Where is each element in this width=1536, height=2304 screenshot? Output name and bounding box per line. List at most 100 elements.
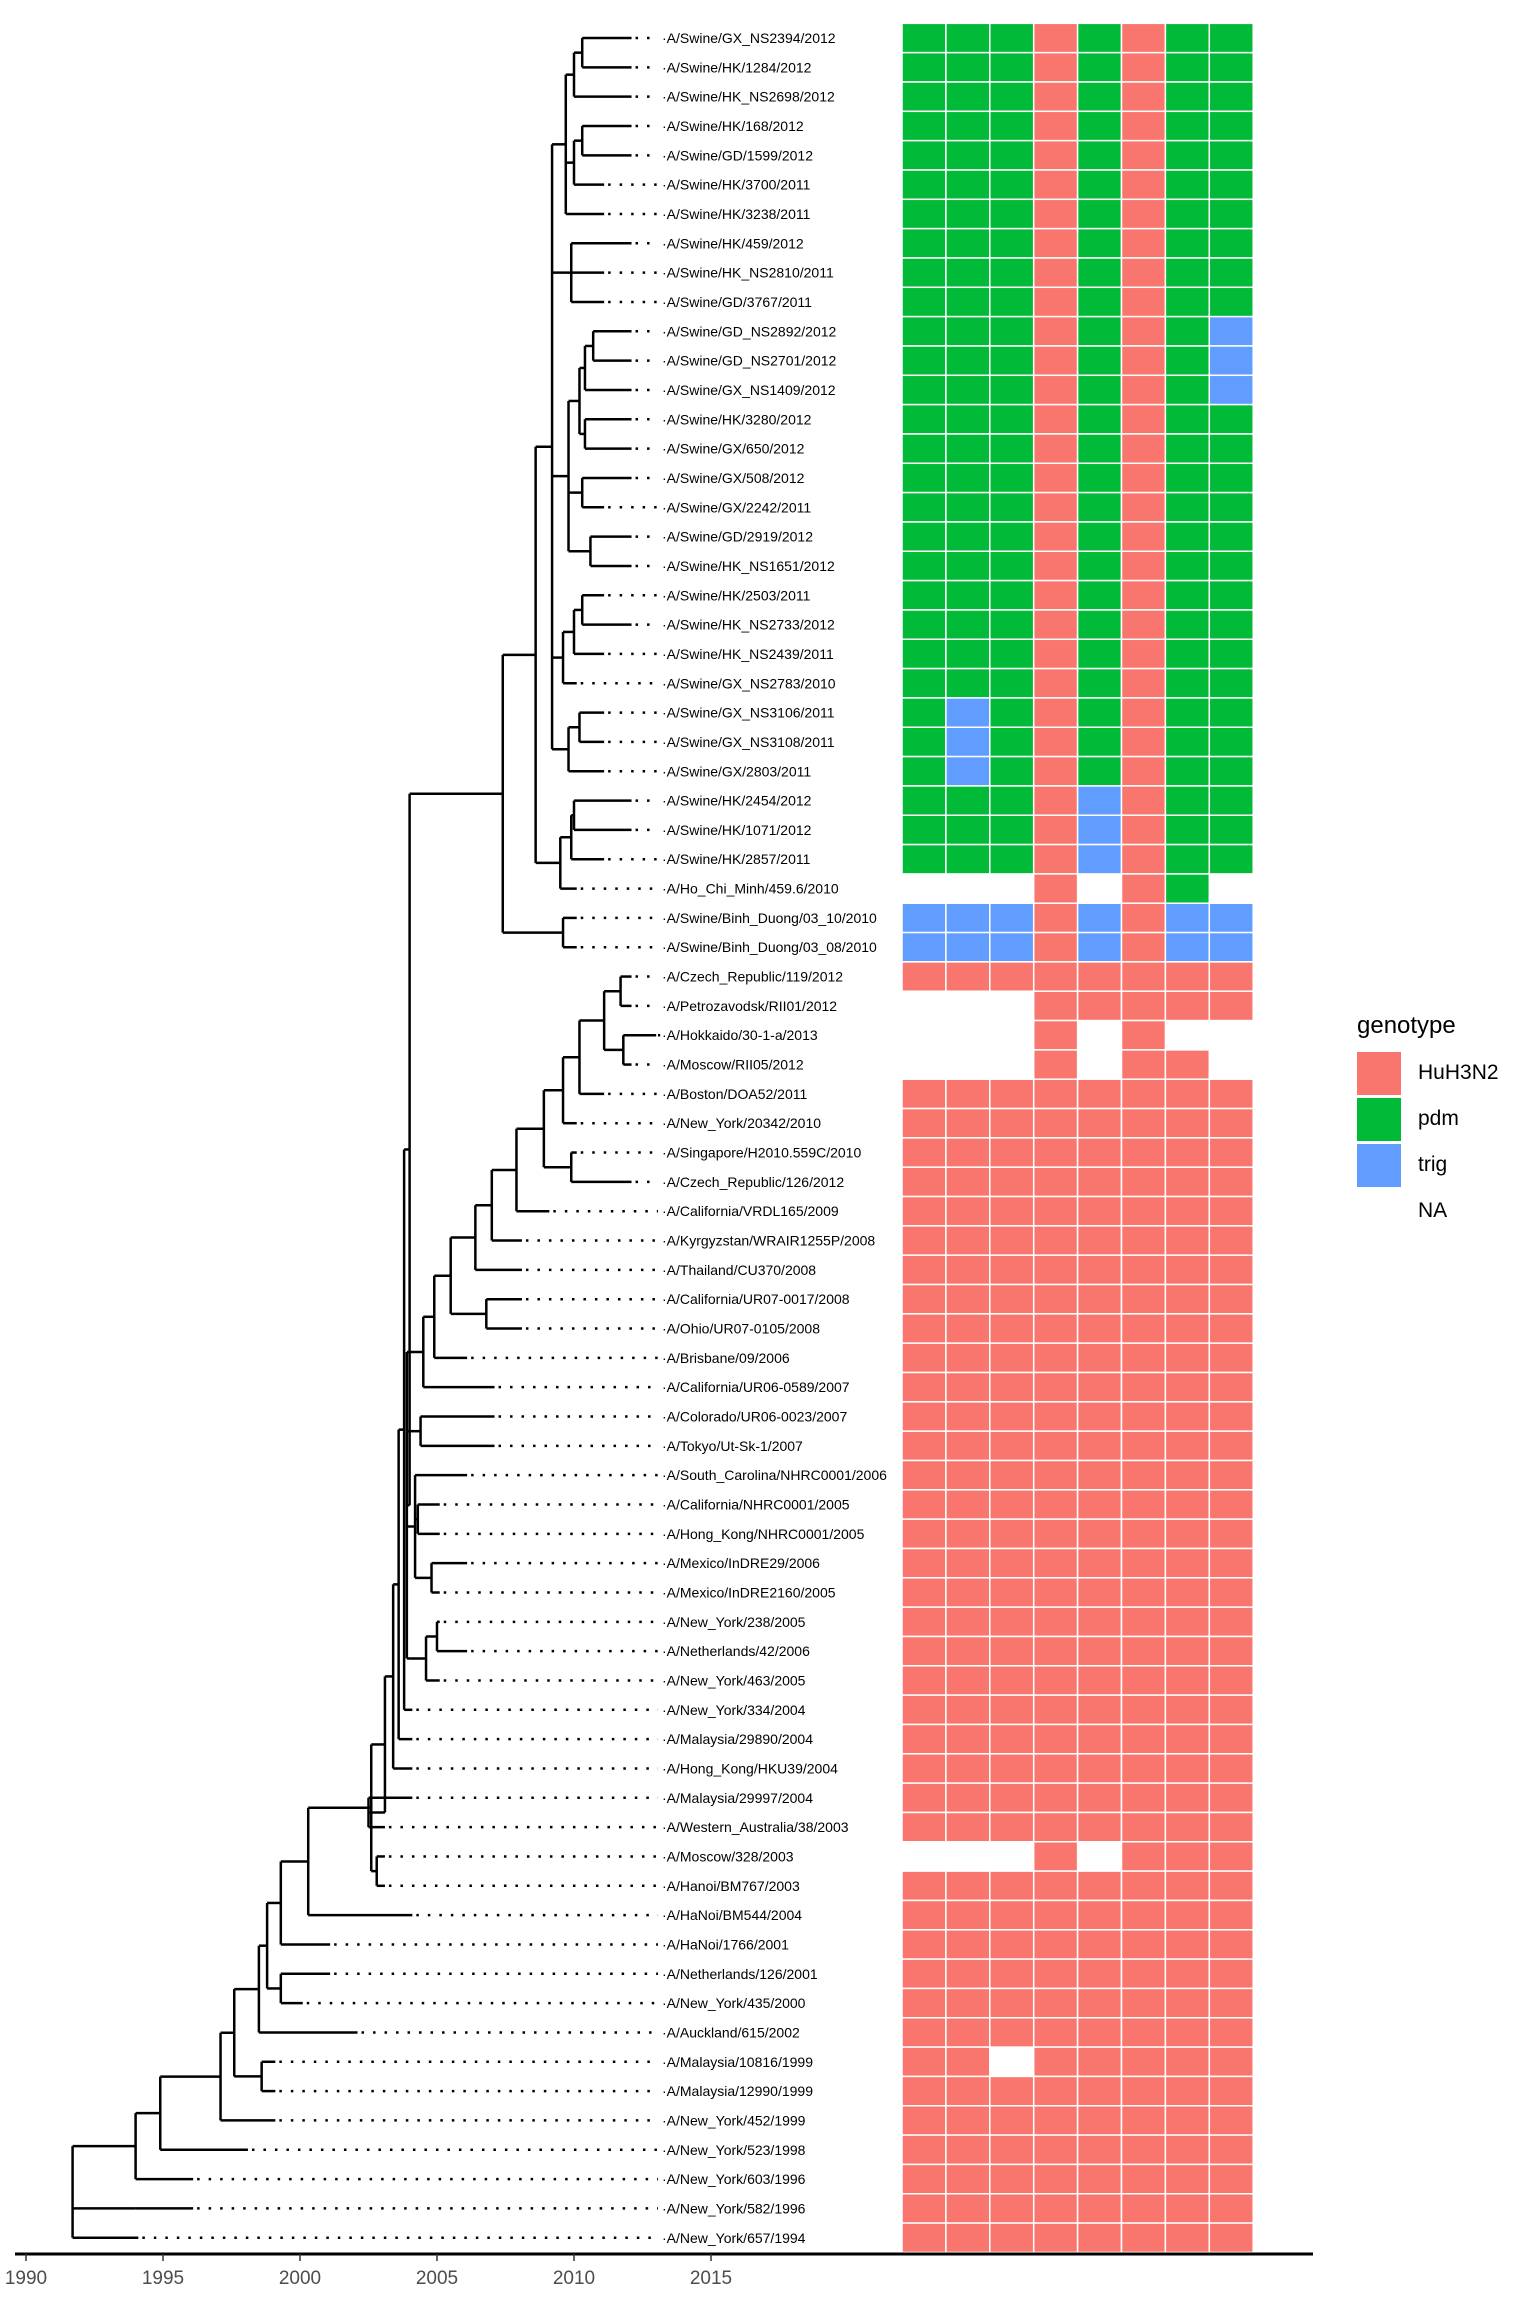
heatmap-cell (1208, 1811, 1254, 1843)
tip-label: ·A/Hong_Kong/NHRC0001/2005 (662, 1526, 865, 1542)
heatmap-cell (1032, 1225, 1079, 1256)
heatmap-cell (989, 1606, 1035, 1638)
tip-label: ·A/Swine/GX/2242/2011 (662, 499, 811, 515)
heatmap-cell (945, 1958, 991, 1990)
heatmap-cell (989, 345, 1035, 377)
heatmap-cell (1032, 550, 1079, 582)
heatmap-cell (1164, 1929, 1211, 1960)
tip-label: ·A/Moscow/RII05/2012 (662, 1057, 804, 1073)
heatmap-cell (945, 697, 991, 729)
heatmap-cell (989, 579, 1035, 611)
heatmap-cell (1208, 1577, 1254, 1608)
heatmap-cell (945, 2193, 991, 2224)
heatmap-cell (1164, 2046, 1211, 2078)
heatmap-cell (1032, 1753, 1079, 1784)
heatmap-cell (945, 1811, 991, 1843)
heatmap-cell (1120, 2193, 1167, 2224)
tip-label: ·A/HaNoi/BM544/2004 (662, 1907, 802, 1923)
heatmap-cell (901, 1782, 947, 1814)
heatmap-cell (989, 257, 1035, 289)
heatmap-cell (1076, 198, 1123, 230)
heatmap-cell (989, 2105, 1035, 2136)
heatmap-cell (901, 22, 947, 54)
heatmap-cell (1164, 579, 1211, 611)
heatmap-cell (1120, 257, 1167, 289)
legend-label-na: NA (1418, 1199, 1448, 1222)
tip-label: ·A/Swine/HK/2454/2012 (662, 793, 812, 809)
heatmap-cell (1076, 1665, 1123, 1696)
heatmap-cell (1164, 433, 1211, 465)
heatmap-cell (945, 51, 991, 83)
heatmap-cell (1164, 227, 1211, 259)
heatmap-cell (1032, 2046, 1079, 2078)
heatmap-cell (1076, 697, 1123, 729)
heatmap-cell (1032, 873, 1079, 904)
heatmap-cell (1164, 931, 1211, 963)
heatmap-cell (1208, 1899, 1254, 1931)
heatmap-cell (1208, 726, 1254, 758)
heatmap-cell (1032, 1342, 1079, 1374)
heatmap-cell (901, 315, 947, 347)
heatmap-cell (1076, 2193, 1123, 2224)
heatmap-cell (945, 1753, 991, 1784)
heatmap-cell (945, 1225, 991, 1256)
heatmap-cell (1164, 785, 1211, 816)
heatmap-cell (901, 814, 947, 846)
heatmap-cell (901, 286, 947, 318)
heatmap-cell (1076, 2046, 1123, 2078)
heatmap-cell (945, 1254, 991, 1286)
heatmap-cell (1120, 521, 1167, 553)
heatmap-cell (901, 1958, 947, 1990)
heatmap-cell (1164, 609, 1211, 641)
legend-item-huh3n2: HuH3N2 (1357, 1050, 1499, 1096)
heatmap-cell (1032, 1929, 1079, 1960)
heatmap-cell (945, 1401, 991, 1432)
heatmap-cell (901, 110, 947, 142)
heatmap-cell (989, 1459, 1035, 1491)
heatmap-cell (901, 1489, 947, 1520)
heatmap-cell (1032, 2134, 1079, 2166)
heatmap-cell (989, 2193, 1035, 2224)
heatmap-cell (945, 579, 991, 611)
heatmap-cell (901, 1430, 947, 1462)
legend-swatch-trig (1357, 1143, 1401, 1187)
heatmap-cell (901, 1635, 947, 1667)
heatmap-cell (1208, 2134, 1254, 2166)
heatmap-cell (1164, 1841, 1211, 1872)
tip-label: ·A/Swine/GD_NS2892/2012 (662, 323, 837, 339)
heatmap-cell (1076, 81, 1123, 113)
heatmap-cell (989, 1518, 1035, 1550)
heatmap-cell (1120, 227, 1167, 259)
heatmap-cell (1076, 315, 1123, 347)
heatmap-cell (1164, 1078, 1211, 1110)
heatmap-cell (945, 1283, 991, 1315)
heatmap-cell (945, 2222, 991, 2254)
heatmap-cell (945, 257, 991, 289)
tip-label: ·A/California/UR06-0589/2007 (662, 1379, 850, 1395)
tip-label: ·A/Hanoi/BM767/2003 (662, 1878, 800, 1894)
heatmap-cell (1164, 1371, 1211, 1403)
heatmap-cell (1164, 1811, 1211, 1843)
heatmap-cell (1120, 1049, 1167, 1080)
tip-label: ·A/Swine/HK/3700/2011 (662, 177, 811, 193)
heatmap-cell (1120, 1870, 1167, 1902)
heatmap-cell (1032, 1782, 1079, 1814)
heatmap-cell (989, 169, 1035, 201)
legend-swatch-huh3n2 (1357, 1051, 1401, 1095)
heatmap-cell (945, 345, 991, 377)
heatmap-cell (1164, 1782, 1211, 1814)
tip-label: ·A/Netherlands/42/2006 (662, 1643, 810, 1659)
heatmap-cell (945, 521, 991, 553)
tip-label: ·A/New_York/238/2005 (662, 1614, 806, 1630)
heatmap-cell (1120, 345, 1167, 377)
heatmap-cell (901, 667, 947, 699)
heatmap-cell (1032, 462, 1079, 494)
heatmap-cell (1076, 843, 1123, 875)
heatmap-cell (945, 667, 991, 699)
heatmap-cell (945, 1723, 991, 1755)
heatmap-cell (901, 1753, 947, 1784)
heatmap-cell (901, 609, 947, 641)
legend-swatch-na (1357, 1189, 1401, 1233)
heatmap-cell (1164, 1225, 1211, 1256)
heatmap-cell (989, 403, 1035, 435)
